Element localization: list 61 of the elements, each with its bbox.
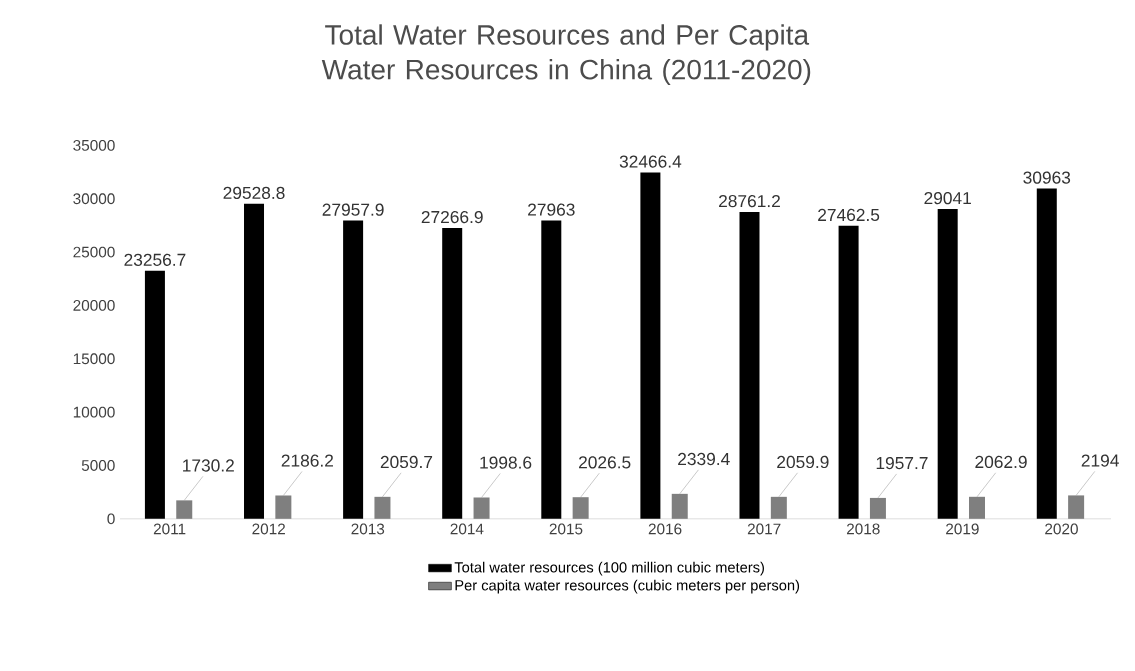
x-tick-label: 2018 (846, 523, 880, 535)
data-label: 29041 (924, 192, 971, 205)
legend-label: Total water resources (100 million cubic meters) (454, 561, 764, 576)
data-label: 32466.4 (619, 155, 682, 168)
data-label: 27963 (528, 203, 575, 216)
bar (176, 500, 193, 519)
bar (969, 496, 986, 519)
bar (640, 172, 661, 519)
y-tick-label: 20000 (73, 300, 115, 311)
x-tick-label: 2020 (1045, 523, 1078, 535)
bar (770, 496, 787, 519)
bar (541, 220, 562, 519)
x-tick-label: 2019 (946, 523, 979, 535)
data-label: 2062.9 (975, 455, 1027, 469)
bar (374, 496, 391, 519)
bar (275, 495, 292, 519)
data-label: 30963 (1023, 171, 1071, 184)
bar (869, 497, 886, 519)
data-label: 2186.2 (281, 454, 333, 467)
data-label: 28761.2 (719, 195, 780, 208)
x-tick-label: 2013 (351, 523, 385, 535)
y-tick-label: 15000 (73, 353, 115, 365)
x-tick-label: 2014 (450, 523, 484, 535)
bar (144, 270, 165, 519)
data-label: 1998.6 (480, 456, 532, 469)
bar (1036, 188, 1057, 519)
bar (671, 493, 688, 519)
bar (937, 209, 958, 519)
x-tick-label: 2016 (648, 523, 682, 535)
y-tick-label: 0 (107, 513, 115, 525)
y-tick-label: 5000 (81, 460, 115, 471)
data-label: 29528.8 (223, 186, 285, 200)
x-tick-label: 2011 (153, 523, 186, 535)
data-label: 27462.5 (818, 208, 880, 222)
data-label: 23256.7 (124, 253, 186, 267)
data-label: 2194 (1081, 454, 1119, 467)
data-label: 27957.9 (322, 203, 384, 216)
data-label: 2026.5 (579, 456, 631, 469)
data-label: 2339.4 (678, 452, 730, 466)
data-label: 27266.9 (421, 210, 483, 224)
bar (838, 225, 859, 519)
bar (473, 497, 490, 519)
data-label: 2059.9 (777, 455, 829, 469)
bar (442, 227, 463, 519)
bar (739, 212, 760, 519)
x-tick-label: 2012 (252, 523, 285, 535)
legend-label: Per capita water resources (cubic meters per person) (455, 579, 800, 594)
x-tick-label: 2015 (549, 523, 583, 535)
x-tick-label: 2017 (747, 523, 781, 535)
data-label: 1957.7 (876, 456, 928, 470)
bar (572, 497, 589, 519)
y-tick-label: 30000 (73, 193, 115, 205)
bar (244, 203, 265, 519)
bar (1068, 495, 1085, 519)
chart-title: Total Water Resources and Per Capita Water Resources in China (2011-2020) (321, 24, 811, 86)
bar (343, 220, 364, 519)
data-label: 1730.2 (183, 459, 234, 472)
y-tick-label: 35000 (73, 140, 115, 151)
data-label: 2059.7 (380, 455, 433, 469)
y-tick-label: 25000 (73, 246, 115, 258)
y-tick-label: 10000 (73, 406, 115, 418)
